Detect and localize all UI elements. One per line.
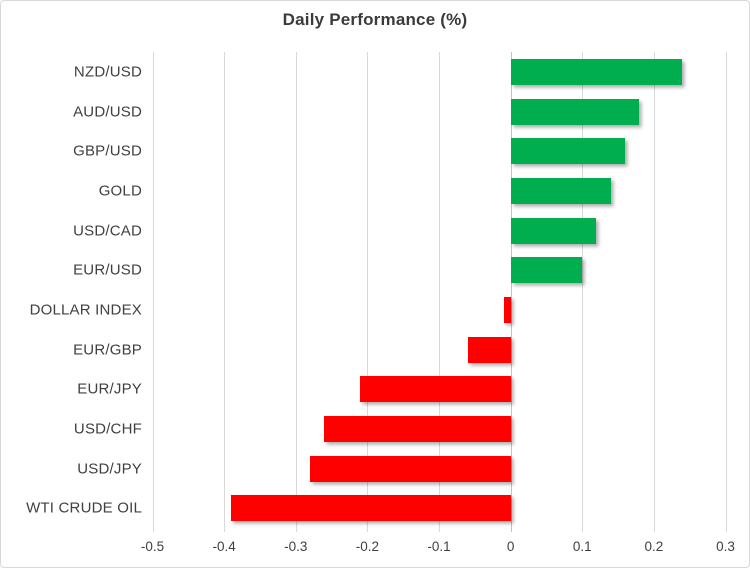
category-label-usd-chf: USD/CHF (73, 420, 142, 438)
gridline--0.2 (367, 52, 369, 532)
category-label-wti-crude-oil: WTI CRUDE OIL (26, 499, 142, 517)
bar-aud-usd (510, 98, 640, 125)
bar-usd-chf (324, 415, 511, 442)
x-tick-label: -0.1 (427, 539, 451, 554)
bar-eur-usd (510, 257, 583, 284)
category-label-eur-jpy: EUR/JPY (77, 380, 142, 398)
gridline--0.4 (224, 52, 226, 532)
category-label-usd-cad: USD/CAD (73, 222, 142, 239)
x-tick-label: -0.5 (140, 539, 165, 554)
category-label-usd-jpy: USD/JPY (77, 460, 142, 477)
category-label-gold: GOLD (98, 182, 142, 200)
chart-title: Daily Performance (%) (282, 10, 468, 29)
category-label-dollar-index: DOLLAR INDEX (29, 301, 142, 319)
x-tick-label: -0.4 (212, 539, 236, 554)
gridline--0.5 (152, 52, 154, 532)
bar-eur-gbp (467, 336, 511, 363)
category-label-nzd-usd: NZD/USD (73, 63, 142, 81)
category-label-gbp-usd: GBP/USD (73, 142, 142, 160)
bar-nzd-usd (510, 58, 683, 85)
gridline--0.3 (295, 52, 297, 532)
gridline-0.1 (582, 52, 584, 532)
x-tick-label: 0 (506, 539, 515, 554)
bar-wti-crude-oil (231, 495, 511, 522)
bar-usd-cad (510, 217, 597, 244)
zero-axis-line (510, 52, 512, 532)
gridline-0.2 (653, 52, 655, 532)
bar-usd-jpy (310, 455, 511, 482)
x-tick-label: -0.2 (355, 539, 380, 554)
category-label-eur-gbp: EUR/GBP (73, 341, 142, 358)
bar-dollar-index (503, 296, 511, 323)
x-tick-label: 0.1 (572, 539, 592, 554)
bar-gold (510, 177, 611, 204)
bar-eur-jpy (360, 376, 511, 403)
x-tick-label: 0.3 (716, 539, 735, 554)
bar-gbp-usd (510, 138, 626, 165)
gridline--0.1 (439, 52, 440, 532)
x-tick-label: -0.3 (284, 539, 308, 554)
category-label-aud-usd: AUD/USD (73, 103, 142, 120)
x-tick-label: 0.2 (644, 539, 664, 554)
gridline-0.3 (725, 52, 727, 532)
category-label-eur-usd: EUR/USD (73, 261, 142, 279)
